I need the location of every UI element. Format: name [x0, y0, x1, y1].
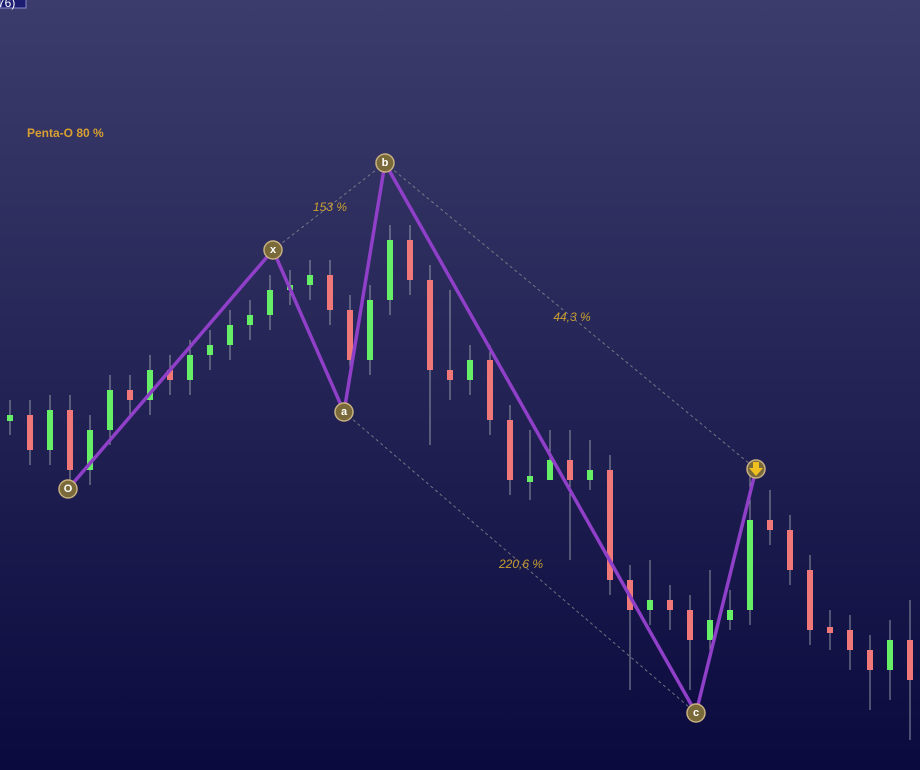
- pattern-legs: [66, 161, 758, 715]
- ratio-lines: [272, 162, 757, 714]
- pivot-label: O: [64, 483, 73, 495]
- ratio-label: 44,3 %: [553, 310, 591, 324]
- pivot: [58, 479, 78, 499]
- ratio-label: 153 %: [313, 200, 347, 214]
- pivot-label: x: [270, 244, 277, 256]
- pivot-label: b: [382, 157, 389, 169]
- pivot: [334, 402, 354, 422]
- pivot: [375, 153, 395, 173]
- pivot-label: a: [341, 406, 348, 418]
- pivot-points: [58, 153, 766, 723]
- pivot: [686, 703, 706, 723]
- corner-label: 76): [0, 0, 15, 10]
- pattern-title: Penta-O 80 %: [27, 126, 104, 140]
- pivot-label: c: [693, 707, 699, 719]
- ratio-label: 220,6 %: [498, 557, 543, 571]
- pivot: [263, 240, 283, 260]
- signal-arrow: [749, 462, 763, 476]
- corner-box: [0, 0, 27, 9]
